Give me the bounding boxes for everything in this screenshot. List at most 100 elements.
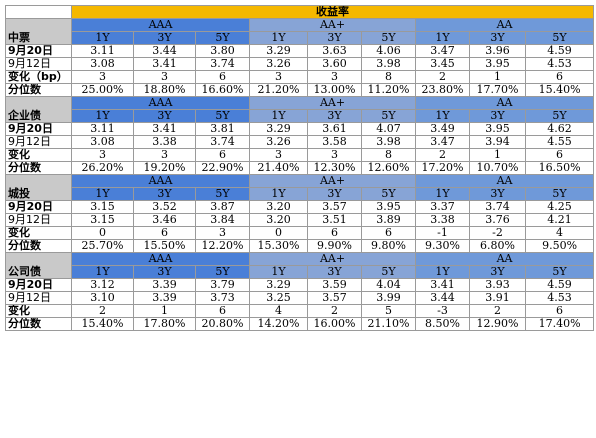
value-cell: 3.11: [71, 44, 134, 58]
value-cell: 20.80%: [195, 317, 250, 331]
value-cell: 1: [469, 70, 526, 84]
value-cell: 16.50%: [524, 161, 595, 175]
value-cell: 8: [361, 148, 416, 162]
row-label: 变化: [5, 304, 72, 318]
value-cell: 3.10: [71, 291, 134, 305]
table-title: 收益率: [70, 5, 595, 19]
value-cell: 3.58: [307, 135, 362, 149]
value-cell: 3.20: [249, 213, 308, 227]
value-cell: 9.30%: [415, 239, 470, 253]
value-cell: 5: [361, 304, 416, 318]
value-cell: 3: [307, 70, 362, 84]
tenor-header: 5Y: [195, 109, 250, 123]
tenor-header: 1Y: [71, 109, 134, 123]
value-cell: 3.46: [133, 213, 196, 227]
value-cell: 3.74: [195, 57, 250, 71]
value-cell: 3.08: [71, 135, 134, 149]
grade-header: AA+: [249, 252, 416, 266]
value-cell: 15.50%: [133, 239, 196, 253]
value-cell: 21.10%: [361, 317, 416, 331]
value-cell: 6: [195, 148, 250, 162]
value-cell: 6: [524, 304, 595, 318]
grade-header: AA+: [249, 174, 416, 188]
table-row: 9月20日 3.15 3.52 3.87 3.20 3.57 3.95 3.37 3.74 4.2…: [5, 200, 595, 214]
tenor-header: 3Y: [133, 187, 196, 201]
value-cell: 3.11: [71, 122, 134, 136]
grade-header-row: 城投 AAA AA+ AA: [5, 174, 595, 201]
value-cell: 21.20%: [249, 83, 308, 97]
value-cell: 6.80%: [469, 239, 526, 253]
value-cell: 16.60%: [195, 83, 250, 97]
value-cell: 4.55: [524, 135, 595, 149]
table-row: 9月20日 3.12 3.39 3.79 3.29 3.59 4.04 3.41 3.93 4.5…: [5, 278, 595, 292]
value-cell: 3.29: [249, 278, 308, 292]
value-cell: -2: [469, 226, 526, 240]
tenor-header: 5Y: [524, 187, 595, 201]
section-label-0: 中票: [5, 18, 72, 45]
table-row: 9月12日 3.10 3.39 3.73 3.25 3.57 3.99 3.44 3.91 4.5…: [5, 291, 595, 305]
value-cell: 18.80%: [133, 83, 196, 97]
tenor-header: 3Y: [133, 109, 196, 123]
value-cell: 12.30%: [307, 161, 362, 175]
tenor-header: 3Y: [469, 265, 526, 279]
grade-header: AAA: [71, 18, 250, 32]
value-cell: 3.45: [415, 57, 470, 71]
value-cell: 6: [195, 304, 250, 318]
value-cell: 4.53: [524, 291, 595, 305]
value-cell: 6: [195, 70, 250, 84]
grade-header: AAA: [71, 252, 250, 266]
tenor-header-row: 1Y 3Y 5Y 1Y 3Y 5Y 1Y 3Y 5Y: [6, 187, 595, 201]
value-cell: 3: [133, 148, 196, 162]
value-cell: 17.40%: [524, 317, 595, 331]
value-cell: 12.60%: [361, 161, 416, 175]
value-cell: 3.25: [249, 291, 308, 305]
value-cell: 12.90%: [469, 317, 526, 331]
grade-header-row: 中票 AAA AA+ AA: [5, 18, 595, 45]
value-cell: 3.38: [415, 213, 470, 227]
tenor-header: 3Y: [469, 31, 526, 45]
value-cell: 3.95: [469, 57, 526, 71]
value-cell: 3: [133, 70, 196, 84]
section-label-3: 公司债: [5, 252, 72, 279]
table-row: 9月20日 3.11 3.41 3.81 3.29 3.61 4.07 3.49 3.95 4.6…: [5, 122, 595, 136]
value-cell: 3.63: [307, 44, 362, 58]
value-cell: 3.79: [195, 278, 250, 292]
tenor-header: 5Y: [195, 31, 250, 45]
value-cell: 3: [71, 148, 134, 162]
row-label: 9月12日: [5, 57, 72, 71]
value-cell: 6: [524, 70, 595, 84]
value-cell: 3: [249, 70, 308, 84]
value-cell: 9.90%: [307, 239, 362, 253]
value-cell: 3.89: [361, 213, 416, 227]
grade-header: AA: [414, 18, 595, 32]
tenor-header: 5Y: [524, 31, 595, 45]
value-cell: 6: [361, 226, 416, 240]
value-cell: 6: [307, 226, 362, 240]
value-cell: 3.87: [195, 200, 250, 214]
value-cell: 3.81: [195, 122, 250, 136]
value-cell: 3.37: [415, 200, 470, 214]
yield-table-body: 收益率 中票 AAA AA+ AA 1Y 3Y 5Y 1Y 3Y 5Y 1Y 3Y 5Y 9月20日 3.1…: [5, 5, 595, 331]
yield-table: 收益率 中票 AAA AA+ AA 1Y 3Y 5Y 1Y 3Y 5Y 1Y 3Y 5Y 9月20日 3.1…: [5, 5, 595, 331]
value-cell: 3.29: [249, 122, 308, 136]
tenor-header: 5Y: [361, 31, 416, 45]
value-cell: 15.40%: [524, 83, 595, 97]
section-label-1: 企业债: [5, 96, 72, 123]
value-cell: 1: [133, 304, 196, 318]
value-cell: 2: [415, 70, 470, 84]
value-cell: 3.94: [469, 135, 526, 149]
table-row: 变化 3 3 6 3 3 8 2 1 6: [5, 148, 595, 162]
row-label: 9月20日: [5, 44, 72, 58]
value-cell: 3.57: [307, 200, 362, 214]
table-row: 9月12日 3.08 3.41 3.74 3.26 3.60 3.98 3.45 3.95 4.5…: [5, 57, 595, 71]
value-cell: 15.30%: [249, 239, 308, 253]
value-cell: 3.73: [195, 291, 250, 305]
grade-header: AA: [414, 174, 595, 188]
value-cell: 4: [524, 226, 595, 240]
value-cell: 3.44: [415, 291, 470, 305]
corner-cell: [5, 5, 72, 19]
value-cell: 2: [469, 304, 526, 318]
value-cell: 3.39: [133, 291, 196, 305]
tenor-header: 3Y: [307, 109, 362, 123]
value-cell: 19.20%: [133, 161, 196, 175]
